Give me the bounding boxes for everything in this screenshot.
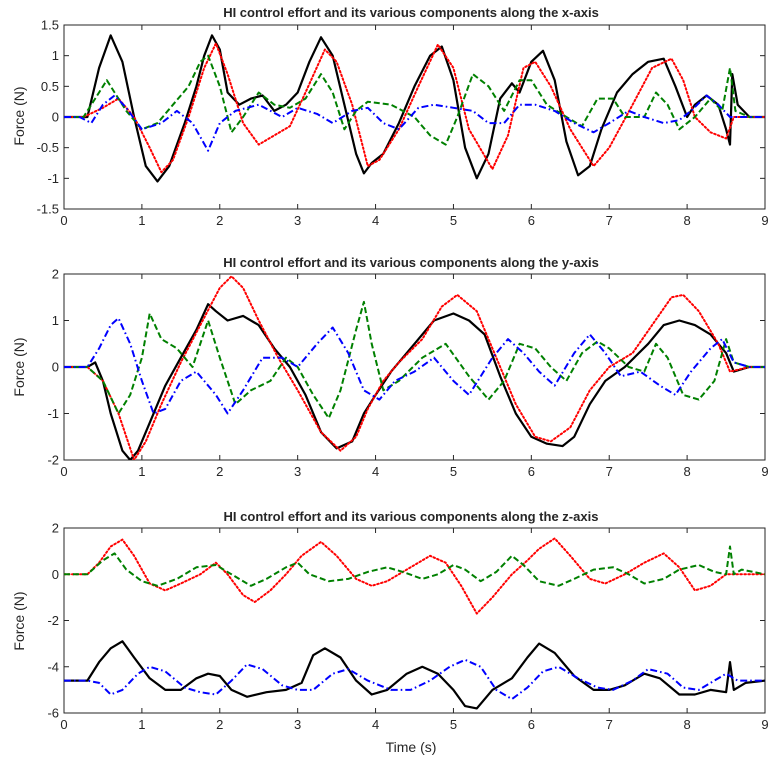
x-tick-label: 9 [761,717,768,732]
x-tick-label: 7 [606,213,613,228]
plot-area: 0 1 2 3 4 5 6 7 8 9 2 0 -2 -4 -6 [47,521,768,733]
y-tick-label: -0.5 [37,140,59,155]
x-tick-label: 2 [216,717,223,732]
y-axis-label: Force (N) [11,86,27,145]
x-tick-label: 8 [683,213,690,228]
x-tick-label: 1 [138,717,145,732]
x-tick-label: 6 [528,717,535,732]
y-tick-label: -6 [47,706,59,721]
x-tick-label: 0 [60,464,67,479]
x-tick-label: 2 [216,213,223,228]
chart-title: HI control effort and its various compon… [223,5,599,20]
x-tick-label: 3 [294,213,301,228]
series-line-dotted [64,42,765,174]
series-line-dashed [64,54,765,146]
y-tick-label: -1.5 [37,202,59,217]
x-tick-label: 5 [450,464,457,479]
series-line-dashed [64,545,765,587]
y-tick-label: 1 [52,48,59,63]
y-tick-label: 1 [52,313,59,328]
y-axis-label: Force (N) [11,337,27,396]
y-tick-label: -4 [47,659,59,674]
x-tick-label: 6 [528,213,535,228]
y-tick-label: -1 [47,171,59,186]
series-line-solid [64,34,765,183]
y-tick-label: 0 [52,110,59,125]
y-tick-label: 1.5 [41,18,59,33]
x-tick-label: 7 [606,717,613,732]
x-tick-label: 9 [761,213,768,228]
x-axis-label: Time (s) [386,739,437,755]
plot-area: 0 1 2 3 4 5 6 7 8 9 1.5 1 0.5 0 -0.5 -1 -1.5 [37,18,769,229]
chart-title: HI control effort and its various compon… [224,509,599,524]
subplot-z-axis: HI control effort and its various compon… [11,509,769,755]
x-tick-label: 4 [372,464,379,479]
x-tick-label: 7 [606,464,613,479]
subplot-x-axis: HI control effort and its various compon… [11,5,769,228]
x-tick-label: 4 [372,717,379,732]
x-tick-label: 2 [216,464,223,479]
series-line-dashdot [64,658,765,701]
x-tick-label: 0 [60,717,67,732]
x-tick-label: 0 [60,213,67,228]
series-line-solid [64,640,765,710]
x-tick-label: 9 [761,464,768,479]
y-axis-label: Force (N) [11,591,27,650]
x-tick-label: 5 [450,213,457,228]
series-line-dotted [64,275,765,460]
subplot-y-axis: HI control effort and its various compon… [11,255,769,479]
x-tick-label: 4 [372,213,379,228]
x-tick-label: 8 [683,464,690,479]
x-tick-label: 1 [138,213,145,228]
y-tick-label: -2 [47,613,59,628]
x-tick-label: 8 [683,717,690,732]
x-tick-label: 3 [294,464,301,479]
series-line-dashdot [64,317,765,415]
y-tick-label: 2 [52,521,59,536]
y-tick-label: 0 [52,567,59,582]
x-tick-label: 1 [138,464,145,479]
y-tick-label: 2 [52,267,59,282]
x-tick-label: 6 [528,464,535,479]
y-tick-label: 0.5 [41,79,59,94]
series-line-dotted [64,537,765,615]
x-tick-label: 5 [450,717,457,732]
plot-area: 0 1 2 3 4 5 6 7 8 9 2 1 0 -1 -2 [47,267,768,480]
y-tick-label: -2 [47,453,59,468]
series-line-dashdot [64,94,765,152]
chart-title: HI control effort and its various compon… [223,255,599,270]
y-tick-label: -1 [47,406,59,421]
y-tick-label: 0 [52,360,59,375]
x-tick-label: 3 [294,717,301,732]
